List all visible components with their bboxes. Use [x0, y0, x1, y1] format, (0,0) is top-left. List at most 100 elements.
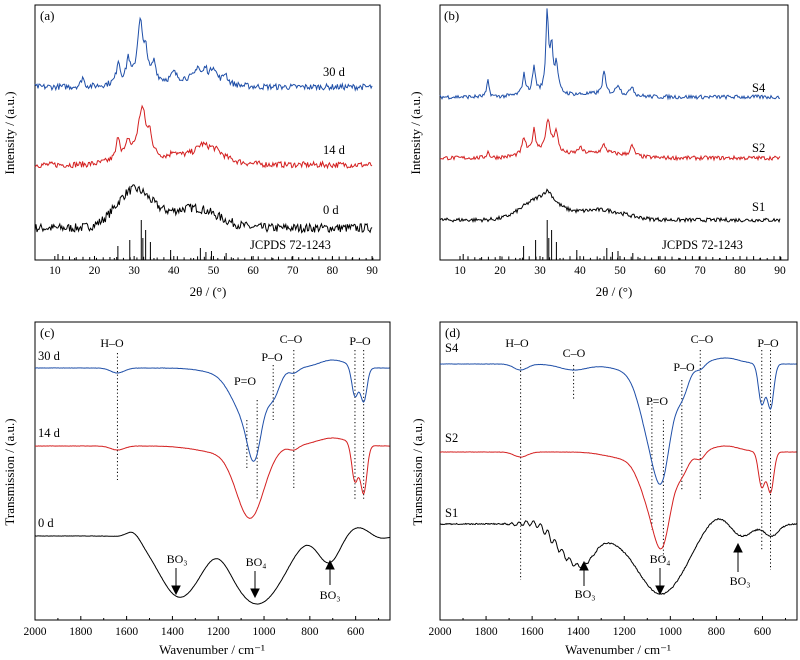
panel-d-label: (d): [445, 325, 460, 340]
xtick-label: 1800: [69, 626, 92, 638]
panel-c-frame: [34, 321, 391, 621]
panel-c-series-label-30d: 30 d: [38, 349, 61, 363]
panel-c-ann-PdoubleO: P=O: [234, 374, 256, 388]
xtick-label: 1000: [253, 626, 276, 638]
panel-a-reference-label: JCPDS 72-1243: [250, 238, 331, 252]
panel-c-band-markers: [116, 350, 365, 500]
panel-d-ann-BO4: BO₄: [650, 552, 671, 566]
panel-b-reference-lines: [462, 220, 782, 260]
xtick-label: 1400: [567, 626, 590, 638]
panel-a-label: (a): [40, 8, 54, 23]
panel-c-ann-PO-left: P–O: [261, 350, 283, 364]
xtick-label: 30: [128, 265, 140, 277]
panel-a-series-14d: [34, 104, 373, 170]
panel-c-series-label-0d: 0 d: [38, 516, 54, 530]
xtick-label: 1800: [475, 626, 498, 638]
xtick-label: 1200: [613, 626, 636, 638]
panel-d-ann-PdoubleO: P=O: [646, 394, 668, 408]
panel-d-series-label-S2: S2: [445, 431, 458, 445]
panel-b-series-S1: [439, 188, 781, 224]
panel-a-series-label-0d: 0 d: [323, 203, 339, 217]
panel-d-ann-CO-right: C–O: [691, 332, 714, 346]
panel-a-series-0d: [34, 184, 373, 234]
panel-c-ann-HO: H–O: [100, 336, 124, 350]
panel-b: (b) Intensity / (a.u.) 2θ / (°) JCPDS 72…: [408, 4, 789, 299]
panel-c-ylabel: Transmission / (a.u.): [2, 418, 17, 525]
xtick-label: 40: [574, 265, 586, 277]
xtick-label: 30: [534, 265, 546, 277]
panel-b-frame: [439, 4, 789, 261]
panel-c-ann-BO3-right: BO₃: [320, 588, 341, 602]
panel-a-xlabel: 2θ / (°): [190, 284, 227, 299]
panel-b-series-label-S2: S2: [752, 141, 765, 155]
panel-d-ticks: 2000 1800 1600 1400 1200 1000 800 600: [429, 616, 786, 638]
panel-d-arrows: [579, 542, 743, 596]
xtick-label: 1600: [521, 626, 544, 638]
panel-b-series-S4: [439, 8, 781, 101]
xtick-label: 20: [89, 265, 101, 277]
panel-b-label: (b): [444, 8, 459, 23]
panel-c-ann-CO: C–O: [280, 332, 303, 346]
xtick-label: 70: [287, 265, 299, 277]
panel-b-series-label-S1: S1: [752, 200, 765, 214]
panel-c-series-label-14d: 14 d: [38, 426, 61, 440]
panel-c-series-14d: [34, 437, 390, 519]
xtick-label: 1200: [207, 626, 230, 638]
xtick-label: 20: [494, 265, 506, 277]
xtick-label: 2000: [429, 626, 452, 638]
panel-b-xlabel: 2θ / (°): [596, 284, 633, 299]
panel-b-ticks: 10 20 30 40 50 60 70 80 90: [439, 256, 786, 277]
panel-d-series-S2: [440, 445, 797, 550]
panel-c-label: (c): [40, 325, 54, 340]
xtick-label: 1600: [115, 626, 138, 638]
panel-b-ylabel: Intensity / (a.u.): [408, 91, 423, 174]
panel-d-series-S4: [440, 357, 797, 485]
panel-d-ann-HO: H–O: [505, 336, 529, 350]
xtick-label: 80: [734, 265, 746, 277]
panel-d-ann-CO-left: C–O: [563, 346, 586, 360]
panel-a-ylabel: Intensity / (a.u.): [2, 91, 17, 174]
panel-c-ann-BO4: BO₄: [246, 555, 267, 569]
panel-d-ylabel: Transmission / (a.u.): [410, 418, 425, 525]
panel-b-series-label-S4: S4: [752, 81, 766, 95]
xtick-label: 2000: [24, 626, 47, 638]
xtick-label: 50: [208, 265, 220, 277]
panel-a-frame: [34, 4, 381, 261]
panel-a-series-label-14d: 14 d: [323, 143, 346, 157]
xtick-label: 70: [694, 265, 706, 277]
panel-d-series-S1: [439, 518, 797, 595]
panel-c-arrows: [171, 559, 335, 599]
panel-d-series-label-S1: S1: [445, 506, 458, 520]
xtick-label: 80: [327, 265, 339, 277]
panel-d-ann-PO-right: P–O: [757, 336, 779, 350]
panel-b-series-S2: [439, 118, 781, 162]
xtick-label: 90: [366, 265, 378, 277]
panel-a-ticks: 10 20 30 40 50 60 70 80 90: [34, 256, 378, 277]
xtick-label: 40: [168, 265, 180, 277]
xtick-label: 600: [754, 626, 772, 638]
panel-a: (a) Intensity / (a.u.) 2θ / (°) JCPDS 72…: [2, 4, 381, 299]
panel-b-reference-label: JCPDS 72-1243: [662, 238, 743, 252]
panel-d-series-label-S4: S4: [445, 341, 459, 355]
panel-d-frame: [439, 321, 798, 621]
panel-d-band-markers: [520, 350, 772, 580]
xtick-label: 10: [454, 265, 466, 277]
panel-d-ann-BO3-right: BO₃: [730, 574, 751, 588]
xtick-label: 60: [654, 265, 666, 277]
xtick-label: 50: [614, 265, 626, 277]
panel-d: (d) Transmission / (a.u.) Wavenumber / c…: [410, 321, 798, 657]
xtick-label: 10: [49, 265, 61, 277]
xtick-label: 60: [247, 265, 259, 277]
xtick-label: 800: [301, 626, 319, 638]
panel-c-ann-BO3-left: BO₃: [167, 552, 188, 566]
xtick-label: 90: [774, 265, 786, 277]
xtick-label: 1000: [659, 626, 682, 638]
panel-a-reference-lines: [57, 220, 374, 260]
panel-d-ann-PO-left: P–O: [673, 360, 695, 374]
xtick-label: 800: [708, 626, 726, 638]
panel-c: (c) Transmission / (a.u.) Wavenumber / c…: [2, 321, 391, 657]
panel-d-xlabel: Wavenumber / cm⁻¹: [565, 642, 671, 657]
panel-c-xlabel: Wavenumber / cm⁻¹: [159, 642, 265, 657]
panel-c-ann-PO-right: P–O: [349, 334, 371, 348]
